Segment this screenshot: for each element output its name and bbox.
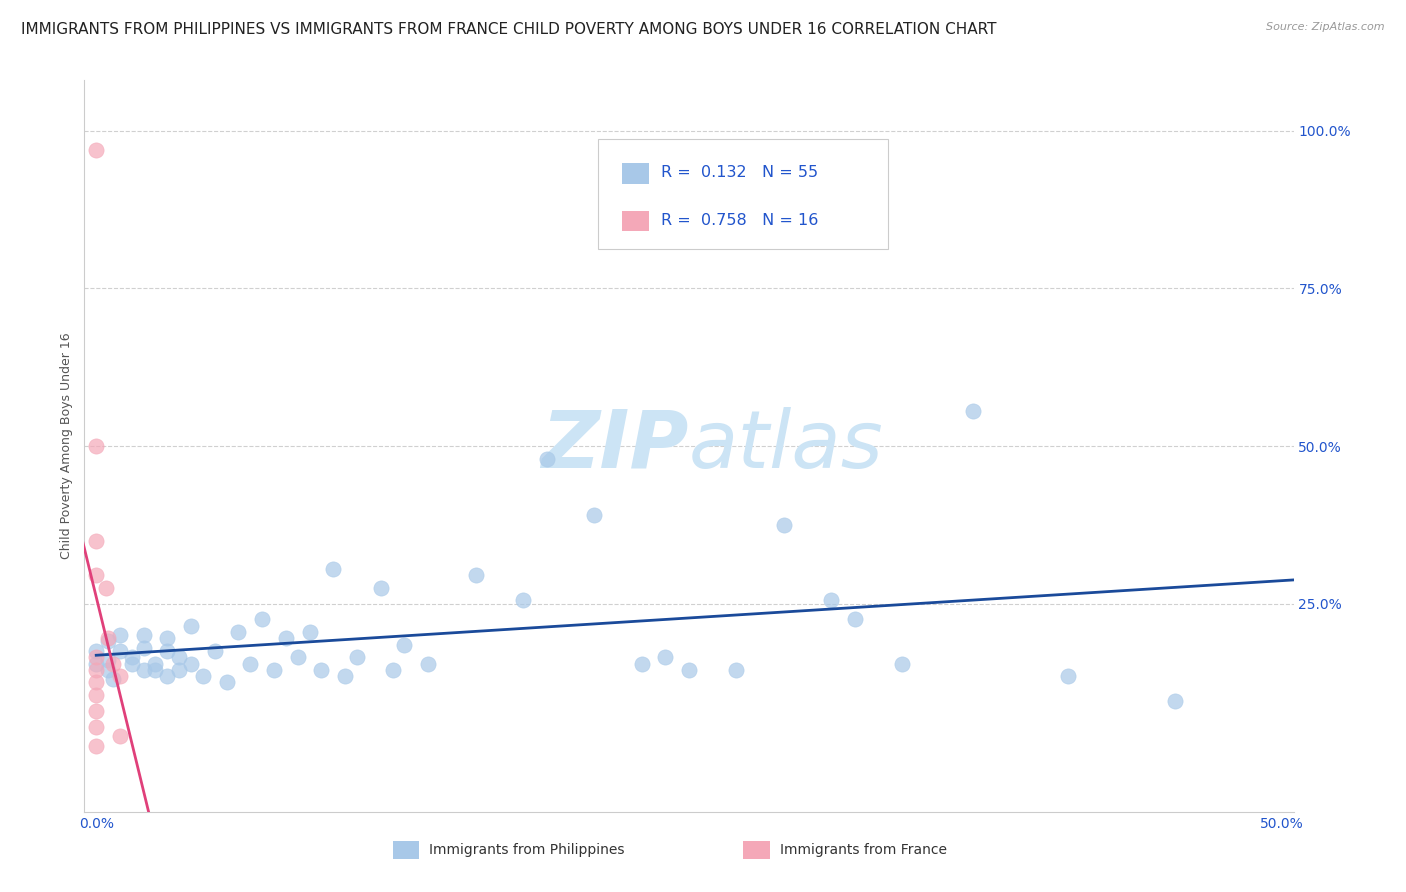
Point xyxy=(844,612,866,626)
Point xyxy=(101,657,124,671)
Point xyxy=(108,729,131,743)
Text: Immigrants from France: Immigrants from France xyxy=(780,843,946,856)
Point xyxy=(84,663,107,677)
Point xyxy=(274,632,297,646)
Point xyxy=(654,650,676,665)
Point xyxy=(322,562,344,576)
Point xyxy=(630,657,652,671)
Point xyxy=(132,663,155,677)
Text: R =  0.758   N = 16: R = 0.758 N = 16 xyxy=(661,213,818,227)
Point xyxy=(311,663,333,677)
Point xyxy=(156,669,179,683)
Point xyxy=(132,628,155,642)
Point xyxy=(239,657,262,671)
Point xyxy=(772,517,794,532)
Point xyxy=(84,704,107,718)
Point xyxy=(84,688,107,702)
Point xyxy=(108,628,131,642)
Point xyxy=(962,404,984,418)
Point xyxy=(84,568,107,582)
Point xyxy=(1057,669,1080,683)
Point xyxy=(215,675,238,690)
Point xyxy=(84,439,107,453)
Point xyxy=(263,663,285,677)
Point xyxy=(228,625,250,640)
Point xyxy=(536,451,558,466)
Point xyxy=(84,650,107,665)
Point xyxy=(287,650,309,665)
Point xyxy=(156,632,179,646)
Y-axis label: Child Poverty Among Boys Under 16: Child Poverty Among Boys Under 16 xyxy=(60,333,73,559)
Point xyxy=(121,657,143,671)
Point xyxy=(121,650,143,665)
Point xyxy=(156,644,179,658)
Point xyxy=(1164,694,1187,708)
Point xyxy=(820,593,842,607)
Point xyxy=(132,640,155,655)
Point xyxy=(108,644,131,658)
Point xyxy=(97,653,120,667)
Point xyxy=(678,663,700,677)
Point xyxy=(180,657,202,671)
Point xyxy=(84,720,107,734)
Point xyxy=(394,638,416,652)
Point xyxy=(381,663,404,677)
Point xyxy=(97,632,120,646)
Point xyxy=(464,568,486,582)
Point xyxy=(167,663,190,677)
Point xyxy=(145,657,167,671)
Point xyxy=(97,634,120,648)
Point xyxy=(583,508,606,523)
Text: Source: ZipAtlas.com: Source: ZipAtlas.com xyxy=(1267,22,1385,32)
Point xyxy=(725,663,748,677)
Point xyxy=(346,650,368,665)
Point xyxy=(167,650,190,665)
Point xyxy=(84,533,107,548)
FancyBboxPatch shape xyxy=(744,841,770,859)
Text: R =  0.132   N = 55: R = 0.132 N = 55 xyxy=(661,165,818,180)
FancyBboxPatch shape xyxy=(599,139,889,249)
Point xyxy=(298,625,321,640)
Point xyxy=(512,593,534,607)
Point xyxy=(84,739,107,753)
FancyBboxPatch shape xyxy=(392,841,419,859)
Point xyxy=(418,657,440,671)
FancyBboxPatch shape xyxy=(623,211,650,231)
FancyBboxPatch shape xyxy=(623,163,650,184)
Point xyxy=(250,612,273,626)
Point xyxy=(101,673,124,687)
Point xyxy=(97,663,120,677)
Point xyxy=(84,644,107,658)
Point xyxy=(180,618,202,632)
Text: IMMIGRANTS FROM PHILIPPINES VS IMMIGRANTS FROM FRANCE CHILD POVERTY AMONG BOYS U: IMMIGRANTS FROM PHILIPPINES VS IMMIGRANT… xyxy=(21,22,997,37)
Point xyxy=(333,669,356,683)
Point xyxy=(94,581,117,595)
Text: ZIP: ZIP xyxy=(541,407,689,485)
Point xyxy=(370,581,392,595)
Point xyxy=(191,669,214,683)
Point xyxy=(891,657,914,671)
Text: Immigrants from Philippines: Immigrants from Philippines xyxy=(429,843,624,856)
Text: atlas: atlas xyxy=(689,407,884,485)
Point xyxy=(108,669,131,683)
Point xyxy=(145,663,167,677)
Point xyxy=(204,644,226,658)
Point xyxy=(84,143,107,157)
Point xyxy=(84,675,107,690)
Point xyxy=(84,657,107,671)
